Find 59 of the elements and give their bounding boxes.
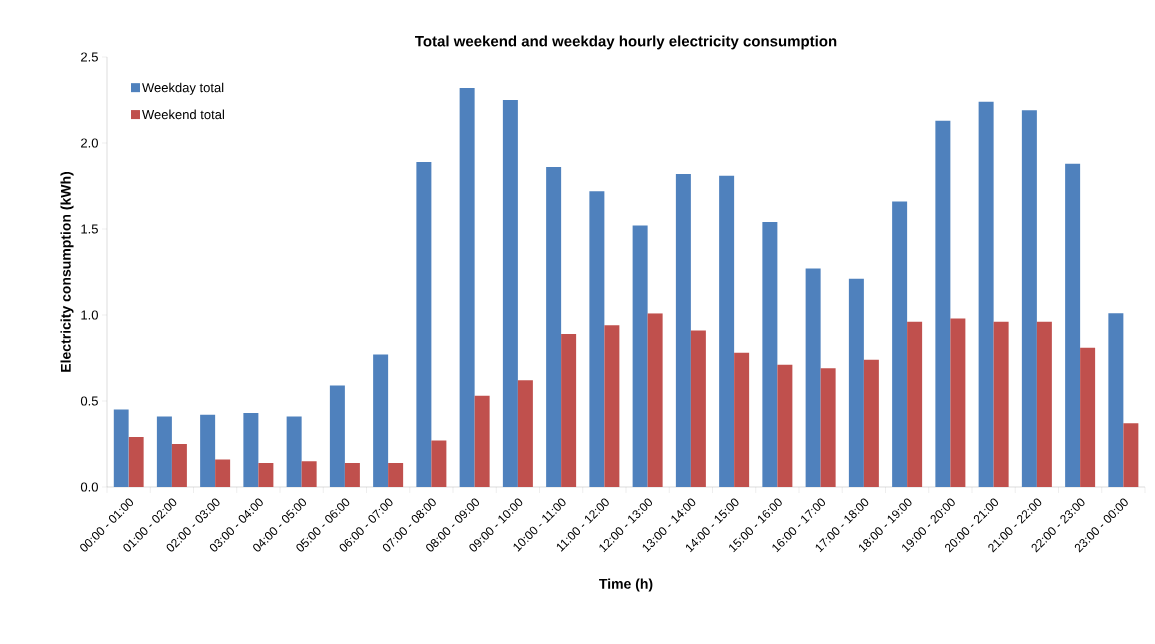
bar	[431, 440, 447, 487]
bar	[1065, 163, 1081, 487]
bar	[171, 443, 187, 487]
bar	[416, 161, 432, 487]
bar	[128, 437, 144, 487]
bar	[243, 413, 259, 487]
bar	[301, 461, 317, 487]
bar	[113, 409, 129, 487]
bar	[604, 325, 620, 487]
bar	[474, 395, 490, 487]
y-tick-label: 2.0	[81, 138, 98, 148]
bar	[502, 99, 518, 487]
x-axis-title: Time (h)	[599, 578, 653, 592]
bar	[907, 321, 923, 487]
bar	[978, 101, 994, 487]
bar	[1080, 347, 1096, 487]
bar	[200, 414, 216, 487]
bar	[805, 268, 821, 487]
bar	[1123, 423, 1139, 487]
y-tick-label: 0.5	[80, 396, 98, 406]
y-axis-title: Electricity consumption (kWh)	[60, 171, 74, 372]
bar	[935, 120, 951, 487]
legend-label: Weekday total	[142, 82, 224, 95]
bar	[820, 368, 836, 487]
bar	[690, 330, 706, 487]
bar	[777, 364, 793, 487]
bar	[1108, 313, 1124, 487]
bar	[647, 313, 663, 487]
bar	[546, 167, 562, 487]
bar	[734, 352, 750, 487]
y-tick-label: 0.0	[80, 482, 98, 492]
bar	[286, 416, 302, 487]
bar	[388, 462, 404, 487]
bar	[632, 225, 648, 487]
bar	[719, 175, 735, 487]
bar	[1036, 321, 1052, 487]
bar	[459, 87, 475, 487]
bar	[848, 278, 864, 487]
bar	[589, 191, 605, 487]
bar	[762, 222, 778, 487]
y-tick-label: 1.0	[81, 310, 98, 320]
bar	[561, 333, 577, 487]
bar	[215, 459, 231, 487]
bar	[329, 385, 345, 487]
y-tick-label: 2.5	[81, 52, 98, 62]
chart-title: Total weekend and weekday hourly electricity consumption	[415, 35, 837, 50]
bar	[258, 462, 274, 487]
bar	[892, 201, 908, 487]
bar	[373, 354, 389, 487]
bar	[863, 359, 879, 487]
bar	[517, 380, 533, 487]
bar	[993, 321, 1009, 487]
bar	[344, 462, 360, 487]
bar	[950, 318, 966, 487]
y-tick-label: 1.5	[81, 224, 98, 234]
legend-label: Weekend total	[142, 109, 224, 120]
bar	[1021, 110, 1037, 487]
bar	[156, 416, 172, 487]
bar	[675, 173, 691, 487]
